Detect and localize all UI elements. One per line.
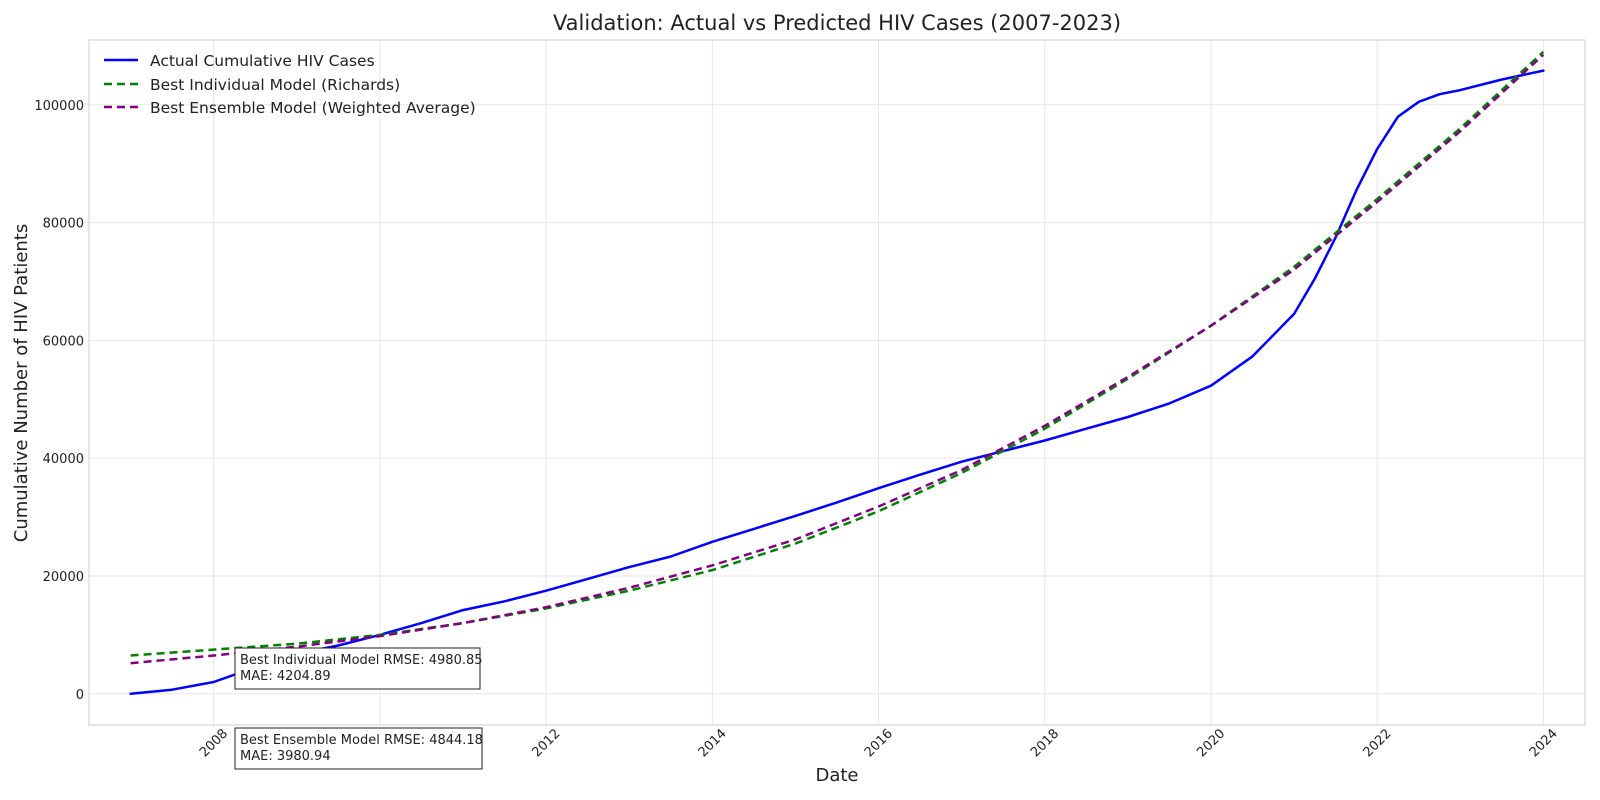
ensemble-model-line bbox=[130, 53, 1545, 665]
annotation-ensemble-mae: MAE: 3980.94 bbox=[240, 749, 331, 764]
annotation-box-ensemble bbox=[234, 727, 483, 770]
annotation-ensemble-model: Best Ensemble Model RMSE: 4844.18 MAE: 3… bbox=[234, 727, 483, 770]
tick-labels: 2008201020122014201620182020202220240200… bbox=[34, 99, 1560, 761]
y-tick-label: 100000 bbox=[34, 99, 84, 114]
y-tick-label: 0 bbox=[76, 688, 84, 703]
richards-model-line bbox=[130, 50, 1545, 657]
annotation-box-individual bbox=[234, 647, 481, 690]
grid bbox=[89, 40, 1585, 725]
series-layer bbox=[129, 50, 1545, 696]
annotation-ensemble-rmse: Best Ensemble Model RMSE: 4844.18 bbox=[240, 733, 483, 748]
annotation-individual-model: Best Individual Model RMSE: 4980.85 MAE:… bbox=[234, 647, 483, 690]
y-axis-label: Cumulative Number of HIV Patients bbox=[11, 224, 32, 543]
y-tick-label: 60000 bbox=[43, 334, 84, 349]
x-axis-label: Date bbox=[815, 765, 858, 786]
y-tick-label: 20000 bbox=[43, 570, 84, 585]
plot-frame bbox=[88, 39, 1586, 726]
actual-cases-line bbox=[129, 69, 1545, 696]
legend-label-actual: Actual Cumulative HIV Cases bbox=[150, 52, 375, 70]
y-tick-label: 40000 bbox=[43, 452, 84, 467]
annotation-individual-rmse: Best Individual Model RMSE: 4980.85 bbox=[240, 653, 483, 668]
annotation-individual-mae: MAE: 4204.89 bbox=[240, 669, 331, 684]
chart-title: Validation: Actual vs Predicted HIV Case… bbox=[553, 11, 1121, 35]
y-tick-label: 80000 bbox=[43, 217, 84, 232]
legend-label-richards: Best Individual Model (Richards) bbox=[150, 76, 400, 94]
legend-label-ensemble: Best Ensemble Model (Weighted Average) bbox=[150, 99, 476, 117]
legend: Actual Cumulative HIV Cases Best Individ… bbox=[104, 52, 476, 117]
